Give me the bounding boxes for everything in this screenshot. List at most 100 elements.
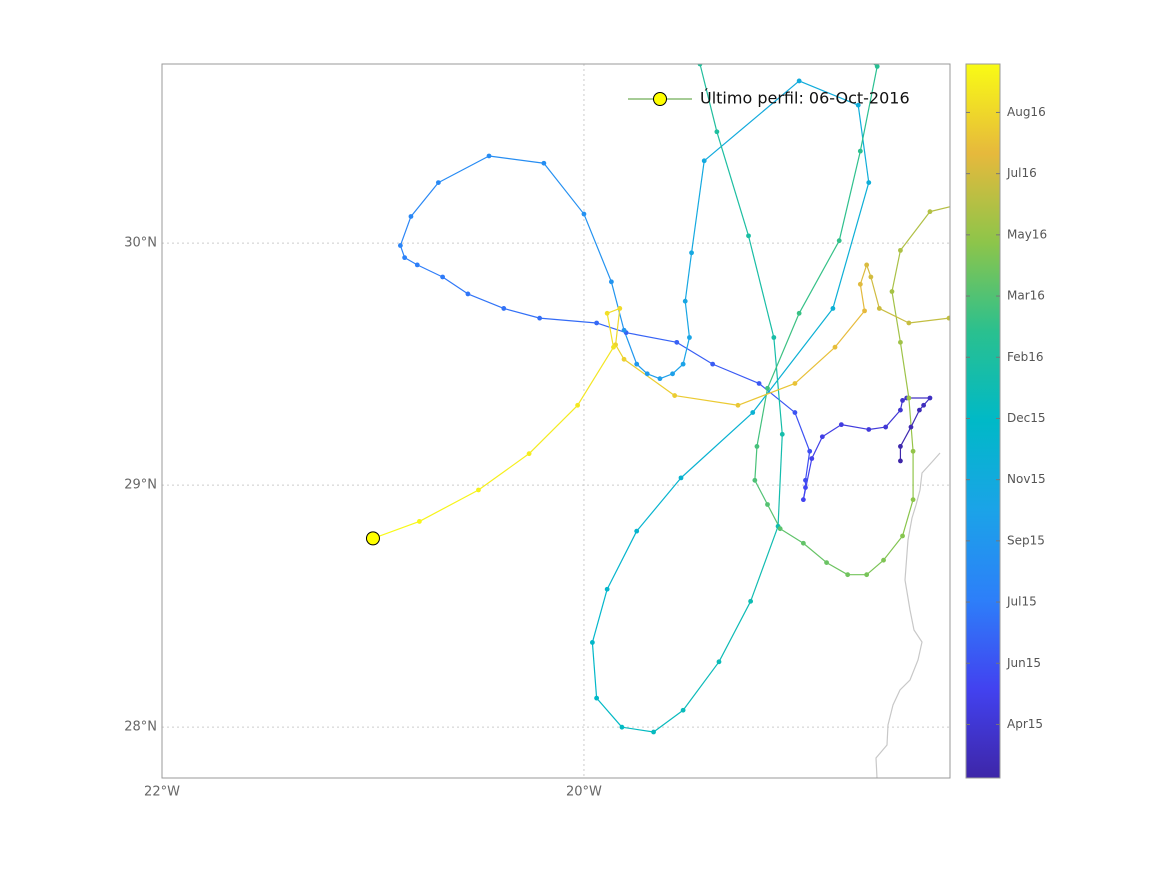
track-segment — [626, 332, 677, 343]
colorbar-tick-label: May16 — [1007, 227, 1047, 241]
profile-point — [866, 427, 872, 432]
profile-point — [604, 310, 610, 316]
track-segment — [503, 307, 540, 319]
profile-point — [809, 456, 815, 461]
profile-point — [657, 376, 663, 382]
profile-point — [680, 707, 686, 713]
profile-point — [792, 410, 798, 415]
track-segment — [539, 317, 597, 324]
track-segment — [794, 412, 811, 452]
profile-point — [883, 424, 889, 430]
profile-point — [476, 487, 481, 493]
profile-point — [765, 502, 770, 507]
profile-point — [644, 371, 650, 377]
track-segment — [596, 697, 623, 728]
profile-point — [617, 306, 623, 311]
profile-point — [672, 393, 678, 398]
track-segment — [699, 64, 718, 132]
track-segment — [758, 383, 796, 413]
colorbar-tick-label: Dec15 — [1007, 411, 1046, 425]
track-segment — [372, 520, 420, 539]
profile-point — [864, 572, 870, 578]
profile-point — [687, 335, 692, 340]
track-segment — [682, 661, 720, 711]
x-tick-label: 22°W — [144, 785, 180, 800]
track-segment — [859, 66, 878, 152]
profile-point — [777, 526, 783, 532]
track-segment — [838, 150, 861, 241]
coastline — [875, 452, 941, 778]
track-segment — [716, 131, 750, 237]
profile-point — [398, 243, 403, 248]
profile-point — [906, 320, 912, 326]
track-segment — [684, 301, 691, 338]
profile-point — [881, 557, 886, 563]
track-segment — [804, 451, 811, 481]
profile-point — [526, 451, 532, 457]
profile-point — [889, 289, 895, 294]
colorbar-tick-label: Aug16 — [1007, 105, 1046, 119]
track-segment — [747, 235, 775, 338]
profile-point — [746, 233, 751, 239]
profile-point — [440, 274, 445, 280]
profile-point — [910, 448, 916, 454]
track-segment — [528, 404, 579, 455]
track-segment — [467, 293, 505, 310]
profile-point — [750, 410, 756, 415]
track-segment — [680, 412, 754, 479]
track-segment — [623, 330, 638, 365]
track-segment — [885, 409, 901, 428]
colorbar-tick-label: Jul16 — [1006, 166, 1037, 180]
profile-point — [714, 129, 720, 135]
profile-point — [735, 402, 741, 408]
profile-point — [701, 158, 707, 164]
track-segment — [419, 489, 479, 522]
profile-point — [898, 458, 903, 464]
colorbar-tick-label: Apr15 — [1007, 717, 1043, 731]
track-segment — [754, 446, 758, 481]
track-segment — [866, 559, 884, 576]
track-segment — [442, 276, 469, 295]
profile-point — [697, 64, 703, 67]
profile-point — [594, 695, 600, 701]
profile-point — [634, 528, 640, 534]
colorbar-tick-label: Mar16 — [1007, 289, 1045, 303]
profile-point — [674, 339, 680, 345]
profile-point — [819, 434, 825, 440]
track-segment — [811, 436, 823, 459]
profile-point — [927, 209, 933, 215]
track-segment — [908, 397, 914, 452]
track-segment — [798, 240, 840, 314]
profile-point — [678, 475, 684, 481]
track-segment — [891, 250, 902, 292]
track-segment — [621, 726, 654, 733]
track-segment — [615, 344, 625, 360]
track-segment — [591, 589, 608, 643]
profile-point — [575, 402, 581, 408]
profile-point — [855, 102, 861, 108]
profile-point — [619, 724, 625, 730]
track-segment — [872, 64, 878, 67]
profile-point — [857, 148, 863, 154]
profile-point — [927, 395, 933, 401]
profile-point — [435, 180, 441, 185]
track-segment — [682, 337, 691, 365]
profile-point — [779, 431, 785, 437]
track-segment — [404, 257, 418, 266]
profile-point — [876, 306, 882, 311]
track-segment — [908, 317, 950, 324]
track-segment — [832, 182, 870, 309]
profile-point — [710, 361, 716, 367]
track-segment — [410, 182, 439, 217]
profile-point — [917, 407, 922, 413]
track-segment — [777, 434, 783, 527]
track-segment — [591, 642, 598, 699]
last-profile-marker — [365, 531, 380, 546]
legend-label: Último perfil: 06-Oct-2016 — [700, 89, 910, 108]
colorbar-tick-label: Jun15 — [1006, 656, 1041, 670]
profile-point — [634, 361, 640, 367]
profile-point — [824, 560, 829, 565]
profile-point — [748, 598, 754, 604]
track-segment — [674, 394, 739, 406]
